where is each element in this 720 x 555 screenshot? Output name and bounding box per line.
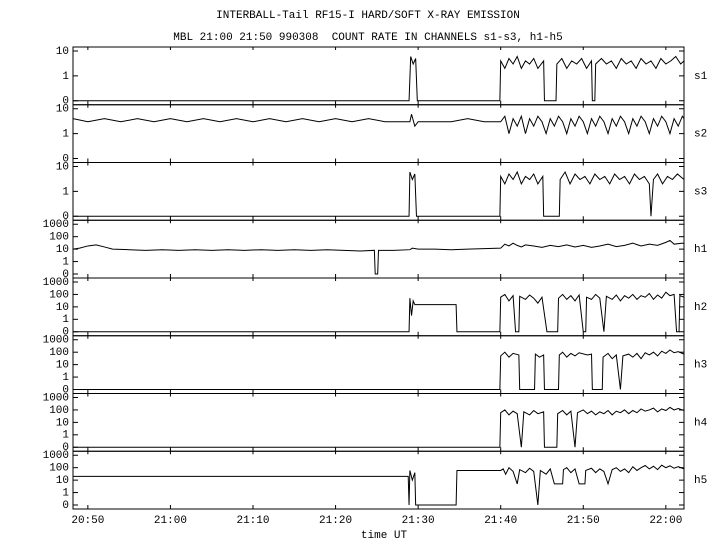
data-line xyxy=(73,291,685,333)
y-tick-label: 10 xyxy=(56,302,69,314)
y-tick-label: 0 xyxy=(62,384,69,396)
x-tick-label: 21:10 xyxy=(236,515,269,527)
y-tick-label: 1 xyxy=(62,129,69,141)
y-tick-label: 1 xyxy=(62,71,69,83)
y-tick-label: 100 xyxy=(49,232,69,244)
panel-label: h2 xyxy=(694,302,707,314)
y-tick-label: 10 xyxy=(56,161,69,173)
y-tick-label: 0 xyxy=(62,327,69,339)
data-line xyxy=(72,239,685,275)
y-tick-label: 10 xyxy=(56,46,69,58)
panel-label: h4 xyxy=(694,417,708,429)
y-tick-label: 1 xyxy=(62,487,69,499)
panel-frame xyxy=(72,104,685,163)
x-tick-label: 22:00 xyxy=(649,515,682,527)
y-tick-label: 100 xyxy=(49,347,69,359)
x-tick-label: 21:40 xyxy=(484,515,517,527)
y-tick-label: 1000 xyxy=(43,450,69,462)
x-tick-label: 21:30 xyxy=(402,515,435,527)
y-tick-label: 10 xyxy=(56,104,69,116)
panel-frame xyxy=(72,162,685,221)
chart-title: INTERBALL-Tail RF15-I HARD/SOFT X-RAY EM… xyxy=(216,10,520,22)
y-tick-label: 10 xyxy=(56,244,69,256)
chart-subtitle: MBL 21:00 21:50 990308 COUNT RATE IN CHA… xyxy=(173,32,562,44)
panel-label: h5 xyxy=(694,475,707,487)
x-axis-label: time UT xyxy=(361,530,408,542)
y-tick-label: 0 xyxy=(62,269,69,281)
panel-label: h1 xyxy=(694,244,708,256)
panel-frame xyxy=(72,393,685,452)
panel-label: s3 xyxy=(694,186,707,198)
data-line xyxy=(73,170,685,217)
data-line xyxy=(73,406,685,448)
data-line xyxy=(73,464,685,506)
y-tick-label: 1 xyxy=(62,430,69,442)
y-tick-label: 0 xyxy=(62,211,69,223)
y-tick-label: 100 xyxy=(49,405,69,417)
y-tick-label: 1 xyxy=(62,314,69,326)
y-tick-label: 0 xyxy=(62,96,69,108)
data-line xyxy=(73,55,685,102)
y-tick-label: 0 xyxy=(62,442,69,454)
x-tick-label: 21:50 xyxy=(567,515,600,527)
panel-label: s1 xyxy=(694,71,708,83)
panel-frame xyxy=(72,219,685,279)
panel-label: h3 xyxy=(694,360,707,372)
y-tick-label: 0 xyxy=(62,500,69,512)
y-tick-label: 100 xyxy=(49,289,69,301)
data-line xyxy=(72,114,685,136)
y-tick-label: 1000 xyxy=(43,277,69,289)
x-tick-label: 21:20 xyxy=(319,515,352,527)
y-tick-label: 1000 xyxy=(43,392,69,404)
y-tick-label: 1000 xyxy=(43,219,69,231)
y-tick-label: 1 xyxy=(62,372,69,384)
y-tick-label: 1 xyxy=(62,186,69,198)
y-tick-label: 10 xyxy=(56,417,69,429)
y-tick-label: 100 xyxy=(49,463,69,475)
y-tick-label: 10 xyxy=(56,475,69,487)
y-tick-label: 0 xyxy=(62,153,69,165)
data-line xyxy=(73,349,685,390)
panel-frame xyxy=(72,277,685,337)
y-tick-label: 1 xyxy=(62,256,69,268)
y-tick-label: 1000 xyxy=(43,335,69,347)
x-tick-label: 21:00 xyxy=(154,515,187,527)
panel-frame xyxy=(72,450,685,510)
panel-label: s2 xyxy=(694,129,707,141)
x-tick-label: 20:50 xyxy=(71,515,104,527)
y-tick-label: 10 xyxy=(56,360,69,372)
